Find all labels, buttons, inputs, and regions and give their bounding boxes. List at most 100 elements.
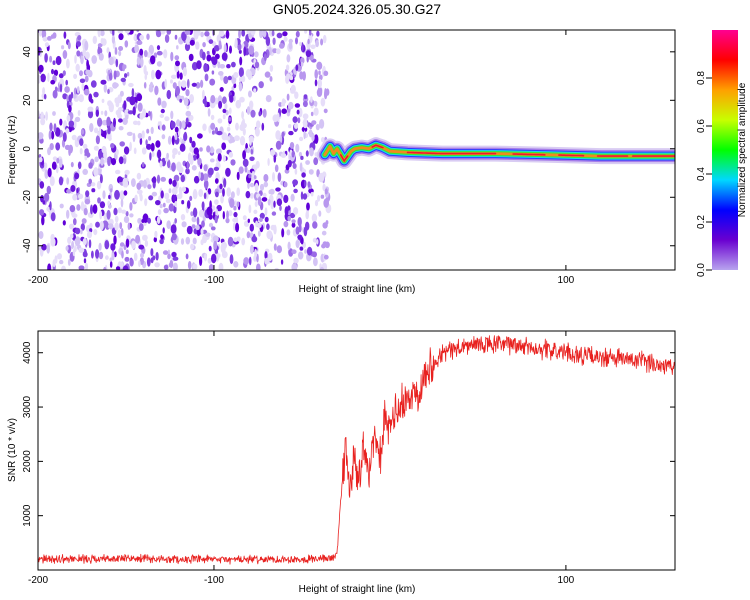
noise-blob (295, 143, 300, 153)
noise-blob (67, 41, 71, 50)
noise-blob (146, 128, 150, 134)
noise-blob (137, 120, 141, 126)
noise-blob (191, 82, 197, 87)
noise-blob (221, 52, 228, 61)
noise-blob (204, 31, 210, 37)
noise-blob (322, 34, 327, 44)
noise-blob (99, 174, 103, 184)
noise-blob (182, 67, 187, 77)
noise-blob (148, 110, 151, 117)
noise-blob (231, 61, 236, 68)
noise-blob (210, 146, 214, 152)
noise-blob (117, 229, 122, 239)
noise-blob (71, 134, 77, 141)
noise-blob (156, 45, 161, 51)
noise-blob (285, 64, 290, 71)
noise-blob (305, 160, 310, 165)
noise-blob (80, 129, 85, 135)
noise-blob (298, 107, 303, 118)
noise-blob (119, 242, 125, 247)
noise-blob (160, 108, 165, 114)
noise-blob (105, 255, 109, 260)
noise-blob (303, 226, 308, 237)
noise-blob (218, 262, 224, 270)
noise-blob (225, 217, 230, 224)
noise-blob (239, 135, 246, 146)
noise-blob (263, 174, 269, 182)
noise-blob (47, 167, 52, 178)
noise-blob (223, 76, 229, 84)
spectrogram-ylabel: Frequency (Hz) (7, 116, 18, 185)
noise-blob (132, 132, 136, 143)
figure-title: GN05.2024.326.05.30.G27 (273, 1, 441, 17)
noise-blob (117, 113, 123, 119)
noise-blob (59, 203, 64, 209)
noise-blob (159, 238, 164, 245)
noise-blob (127, 222, 131, 230)
noise-blob (50, 79, 56, 85)
noise-blob (139, 257, 144, 265)
noise-blob (76, 41, 82, 47)
noise-blob (155, 140, 161, 148)
noise-blob (242, 150, 247, 160)
noise-blob (263, 181, 269, 188)
noise-blob (185, 110, 192, 117)
noise-blob (206, 50, 210, 55)
noise-blob (51, 130, 55, 140)
noise-blob (52, 60, 56, 65)
noise-blob (165, 198, 171, 204)
noise-blob (96, 180, 102, 190)
noise-blob (59, 158, 63, 168)
noise-blob (321, 137, 325, 143)
noise-blob (292, 163, 297, 169)
noise-blob (161, 124, 166, 131)
noise-blob (273, 154, 277, 163)
noise-blob (262, 192, 267, 198)
noise-blob (38, 74, 41, 84)
noise-blob (74, 116, 81, 122)
noise-blob (322, 222, 328, 229)
noise-blob (295, 64, 299, 71)
noise-blob (110, 188, 113, 193)
noise-blob (160, 30, 166, 35)
noise-blob (106, 133, 112, 140)
noise-blob (323, 198, 330, 208)
noise-blob (164, 192, 170, 200)
noise-blob (159, 120, 162, 131)
noise-blob (72, 248, 76, 257)
noise-blob (320, 38, 324, 46)
noise-blob (214, 215, 218, 224)
noise-blob (157, 209, 162, 215)
noise-blob (259, 212, 265, 219)
noise-blob (162, 202, 166, 208)
noise-blob (246, 106, 251, 115)
noise-blob (212, 235, 219, 243)
noise-blob (306, 202, 310, 211)
noise-blob (100, 157, 104, 166)
noise-blob (215, 191, 219, 198)
noise-blob (85, 69, 91, 76)
noise-blob (220, 194, 224, 204)
noise-blob (118, 261, 124, 269)
noise-blob (267, 199, 271, 206)
noise-blob (211, 70, 215, 75)
noise-blob (117, 207, 122, 214)
noise-blob (126, 131, 133, 136)
colorbar-tick-label: 0.4 (696, 167, 707, 181)
noise-blob (308, 169, 314, 175)
noise-blob (133, 252, 138, 262)
noise-blob (84, 40, 89, 51)
noise-blob (245, 190, 251, 199)
noise-blob (52, 156, 58, 161)
noise-blob (267, 158, 270, 166)
noise-blob (124, 40, 129, 48)
noise-blob (191, 224, 196, 229)
noise-blob (247, 182, 250, 189)
noise-blob (293, 207, 299, 215)
colorbar-tick-label: 0.6 (696, 119, 707, 133)
noise-blob (198, 171, 201, 180)
noise-blob (316, 88, 323, 97)
noise-blob (49, 176, 55, 187)
noise-blob (225, 30, 230, 39)
noise-blob (172, 82, 177, 89)
